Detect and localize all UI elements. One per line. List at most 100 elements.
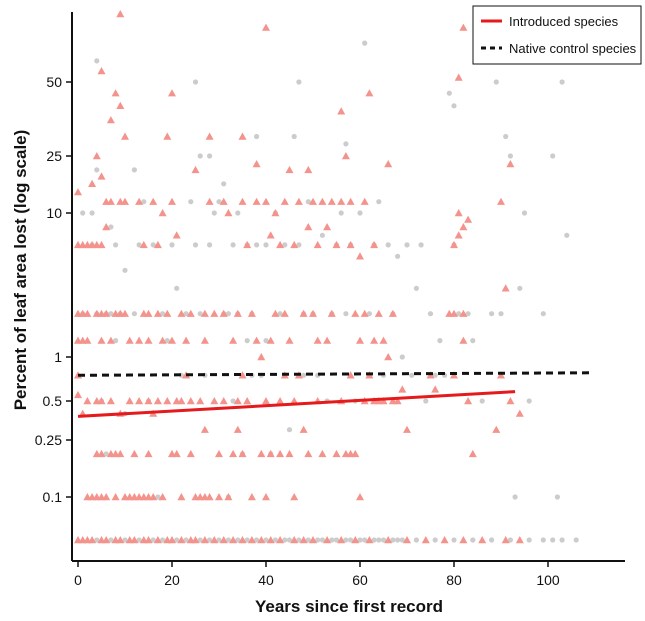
native-point [216,537,222,543]
introduced-point [97,67,106,75]
native-point [550,153,556,159]
introduced-point [224,209,233,217]
native-point [366,311,372,317]
native-point [437,338,443,344]
native-point [192,79,199,85]
introduced-point [271,209,280,217]
y-tick-label: 1 [54,349,62,365]
axes [71,12,625,562]
introduced-point [454,209,463,217]
introduced-point [285,336,294,344]
native-point [263,242,269,248]
introduced-point [177,309,186,317]
native-point [493,79,499,85]
native-point [540,311,546,317]
introduced-point [459,336,468,344]
native-point [296,79,302,85]
introduced-point [116,10,125,18]
native-point [362,40,368,46]
introduced-point [318,197,327,205]
introduced-point [247,309,256,317]
introduced-point [337,197,346,205]
x-axis-title: Years since first record [255,597,443,616]
native-point [286,427,293,433]
native-point [451,103,457,109]
introduced-point [285,165,294,174]
introduced-point [163,397,172,405]
introduced-point [337,536,346,544]
introduced-point [459,23,468,31]
introduced-point [337,107,346,115]
x-tick-label: 0 [74,572,82,588]
native-point [470,338,476,344]
native-point [150,242,156,248]
introduced-point [158,336,167,344]
introduced-point [252,336,261,344]
native-point [263,338,269,344]
introduced-point [88,536,97,544]
native-point [225,537,231,543]
introduced-point [257,536,266,544]
introduced-point [459,223,468,231]
native-point [254,242,260,248]
introduced-point [158,209,167,217]
introduced-point [290,493,299,501]
introduced-point [233,425,242,433]
native-point [404,242,410,248]
introduced-point [403,425,411,433]
introduced-point [144,397,153,405]
fit-lines-layer [77,371,591,418]
introduced-point [149,197,158,205]
introduced-point [379,336,388,344]
native-trend-line [77,371,591,377]
native-point [301,372,307,378]
native-point [207,242,213,248]
introduced-point [506,160,515,168]
native-point [282,242,288,248]
introduced-point [125,397,134,405]
native-point [319,232,325,238]
legend: Introduced species Native control specie… [472,5,642,65]
native-point [207,537,213,543]
introduced-point [97,172,106,180]
native-point [254,133,260,140]
native-point [559,79,565,85]
native-point [296,242,302,248]
introduced-point [243,397,252,405]
native-point [423,398,429,404]
introduced-point [365,89,374,97]
legend-native-label: Native control species [509,41,637,56]
introduced-point [135,397,144,405]
native-point [235,210,241,216]
introduced-point [144,309,153,317]
native-point [122,267,128,273]
legend-box [472,5,642,65]
introduced-point [327,197,336,205]
introduced-point [276,397,285,405]
introduced-point [440,536,449,544]
introduced-point [116,449,125,458]
native-point [329,537,335,543]
native-point [150,537,156,543]
y-tick-label: 0.1 [43,489,63,505]
introduced-point [168,89,176,97]
native-point [470,537,476,543]
introduced-point [332,449,341,458]
native-point [244,537,250,543]
introduced-point [492,425,501,433]
introduced-point [247,493,256,501]
native-point [446,90,452,96]
introduced-point [219,536,228,544]
native-point [282,537,288,543]
introduced-point [450,309,458,317]
introduced-point [506,397,515,405]
native-point [399,354,405,360]
native-point [94,58,100,64]
introduced-point [205,197,214,205]
x-tick-label: 80 [446,572,462,588]
introduced-point [210,536,219,544]
introduced-point [374,309,383,317]
native-point [432,372,438,378]
native-point [315,537,321,543]
native-point [503,133,509,140]
